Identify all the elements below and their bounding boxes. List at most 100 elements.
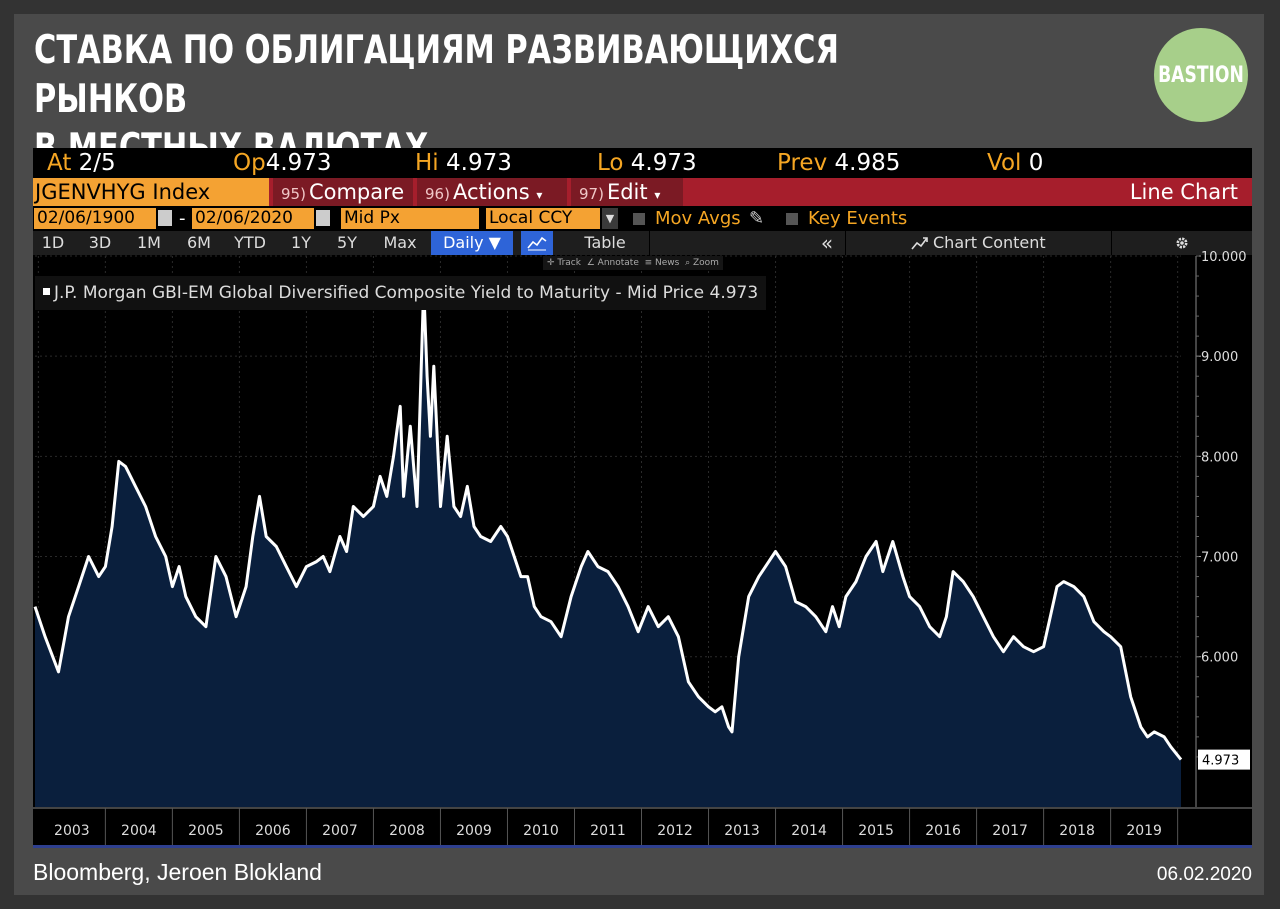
title-line-1: СТАВКА ПО ОБЛИГАЦИЯМ РАЗВИВАЮЩИХСЯ РЫНКО… xyxy=(34,28,839,122)
edit-number: 97) xyxy=(579,185,604,203)
op-value: 4.973 xyxy=(265,150,332,176)
legend-swatch xyxy=(43,287,50,295)
logo-text: BASTION xyxy=(1158,62,1244,88)
end-date-field[interactable]: 02/06/2020 xyxy=(192,208,314,229)
end-calendar-icon[interactable] xyxy=(316,210,330,226)
tab-1m[interactable]: 1M xyxy=(137,233,161,252)
x-axis-band xyxy=(33,808,1252,848)
edit-label: Edit xyxy=(606,180,648,204)
settings-row: 02/06/1900 - 02/06/2020 Mid Px Local CCY… xyxy=(33,206,1252,231)
tab-3d[interactable]: 3D xyxy=(88,233,112,252)
x-tick-label: 2004 xyxy=(121,823,157,839)
x-tick-label: 2005 xyxy=(188,823,224,839)
tab-ytd[interactable]: YTD xyxy=(234,233,266,252)
annotate-tool[interactable]: Annotate xyxy=(597,258,639,268)
y-tick-label: 9.000 xyxy=(1201,350,1238,365)
prev-label: Prev xyxy=(777,150,828,176)
tab-6m[interactable]: 6M xyxy=(187,233,211,252)
y-tick-label: 7.000 xyxy=(1201,551,1238,566)
publish-date: 06.02.2020 xyxy=(1156,864,1252,885)
table-button[interactable]: Table xyxy=(584,233,626,252)
collapse-button[interactable]: « xyxy=(820,231,834,255)
quote-row: At 2/5 Op4.973 Hi 4.973 Lo 4.973 Prev 4.… xyxy=(33,148,1252,178)
actions-button[interactable]: 96) Actions ▾ xyxy=(417,178,567,206)
line-chart-icon[interactable] xyxy=(521,231,553,255)
bloomberg-terminal: At 2/5 Op4.973 Hi 4.973 Lo 4.973 Prev 4.… xyxy=(33,148,1252,848)
tab-divider xyxy=(649,231,650,255)
ticker-field[interactable]: JGENVHYG Index xyxy=(33,178,269,206)
key-events-checkbox[interactable] xyxy=(786,213,798,225)
compare-button[interactable]: 95) Compare xyxy=(273,178,413,206)
annotate-icon[interactable]: ∠ xyxy=(586,258,595,268)
legend-series-name: J.P. Morgan GBI-EM Global Diversified Co… xyxy=(54,283,705,303)
period-tabs: 1D 3D 1M 6M YTD 1Y 5Y Max Daily ▼ Table … xyxy=(33,231,1252,255)
series-area xyxy=(35,286,1181,808)
x-tick-label: 2010 xyxy=(523,823,559,839)
tab-max[interactable]: Max xyxy=(383,233,417,252)
x-tick-label: 2012 xyxy=(657,823,693,839)
tab-1y[interactable]: 1Y xyxy=(291,233,311,252)
mov-avgs-checkbox[interactable] xyxy=(633,213,645,225)
x-tick-label: 2007 xyxy=(322,823,358,839)
key-events-label[interactable]: Key Events xyxy=(808,208,908,229)
x-tick-label: 2017 xyxy=(992,823,1028,839)
op-label: Op xyxy=(233,150,266,176)
quote-high: Hi 4.973 xyxy=(415,148,512,178)
at-label: At xyxy=(47,150,72,176)
zoom-tool[interactable]: Zoom xyxy=(693,258,719,268)
x-tick-label: 2011 xyxy=(590,823,626,839)
quote-open: Op4.973 xyxy=(233,148,332,178)
y-tick-label: 6.000 xyxy=(1201,651,1238,666)
series-line xyxy=(33,284,1183,761)
currency-dropdown-icon[interactable]: ▼ xyxy=(602,208,618,229)
lo-label: Lo xyxy=(597,150,624,176)
actions-number: 96) xyxy=(425,185,450,203)
currency-select[interactable]: Local CCY xyxy=(486,208,600,229)
chart-content-icon[interactable] xyxy=(907,231,933,255)
tab-divider-3 xyxy=(1111,231,1112,255)
tab-1d[interactable]: 1D xyxy=(41,233,65,252)
start-date-field[interactable]: 02/06/1900 xyxy=(34,208,156,229)
hi-label: Hi xyxy=(415,150,439,176)
x-tick-label: 2003 xyxy=(54,823,90,839)
x-tick-label: 2009 xyxy=(456,823,492,839)
x-tick-label: 2006 xyxy=(255,823,291,839)
edit-button[interactable]: 97) Edit ▾ xyxy=(571,178,683,206)
chart-tools: ✛ Track ∠ Annotate ≡ News ⌕ Zoom xyxy=(543,256,723,270)
track-tool[interactable]: Track xyxy=(557,258,581,268)
compare-number: 95) xyxy=(281,185,306,203)
last-value-label: 4.973 xyxy=(1202,754,1239,769)
frequency-select[interactable]: Daily ▼ xyxy=(431,231,513,255)
track-icon[interactable]: ✛ xyxy=(547,258,555,268)
actions-caret-icon: ▾ xyxy=(536,188,543,202)
legend-last-value: 4.973 xyxy=(709,283,759,303)
start-calendar-icon[interactable] xyxy=(158,210,172,226)
x-tick-label: 2014 xyxy=(791,823,827,839)
y-tick-label: 10.000 xyxy=(1201,250,1247,265)
chart-legend[interactable]: J.P. Morgan GBI-EM Global Diversified Co… xyxy=(35,276,767,310)
x-tick-label: 2016 xyxy=(925,823,961,839)
tab-5y[interactable]: 5Y xyxy=(337,233,357,252)
last-value-tag xyxy=(1198,749,1250,770)
x-tick-label: 2015 xyxy=(858,823,894,839)
lo-value: 4.973 xyxy=(630,150,697,176)
gear-icon[interactable] xyxy=(1169,231,1195,255)
mov-avgs-label[interactable]: Mov Avgs xyxy=(655,208,741,229)
pencil-icon[interactable]: ✎ xyxy=(749,208,765,229)
yield-chart[interactable]: 6.000 7.000 8.000 9.000 10.000 4.973 2003 2004 2… xyxy=(33,148,1252,848)
vol-value: 0 xyxy=(1028,150,1044,176)
quote-low: Lo 4.973 xyxy=(597,148,697,178)
zoom-icon[interactable]: ⌕ xyxy=(685,258,691,268)
x-tick-label: 2013 xyxy=(724,823,760,839)
vol-label: Vol xyxy=(987,150,1022,176)
scroll-bar xyxy=(33,845,1252,848)
x-tick-label: 2019 xyxy=(1126,823,1162,839)
quote-at: At 2/5 xyxy=(47,148,116,178)
source-caption: Bloomberg, Jeroen Blokland xyxy=(33,859,322,885)
chart-mode-label[interactable]: Line Chart xyxy=(1129,180,1238,204)
price-field-select[interactable]: Mid Px xyxy=(341,208,479,229)
chart-content-label[interactable]: Chart Content xyxy=(933,233,1046,252)
news-icon[interactable]: ≡ xyxy=(644,258,653,268)
news-tool[interactable]: News xyxy=(655,258,680,268)
prev-value: 4.985 xyxy=(834,150,901,176)
